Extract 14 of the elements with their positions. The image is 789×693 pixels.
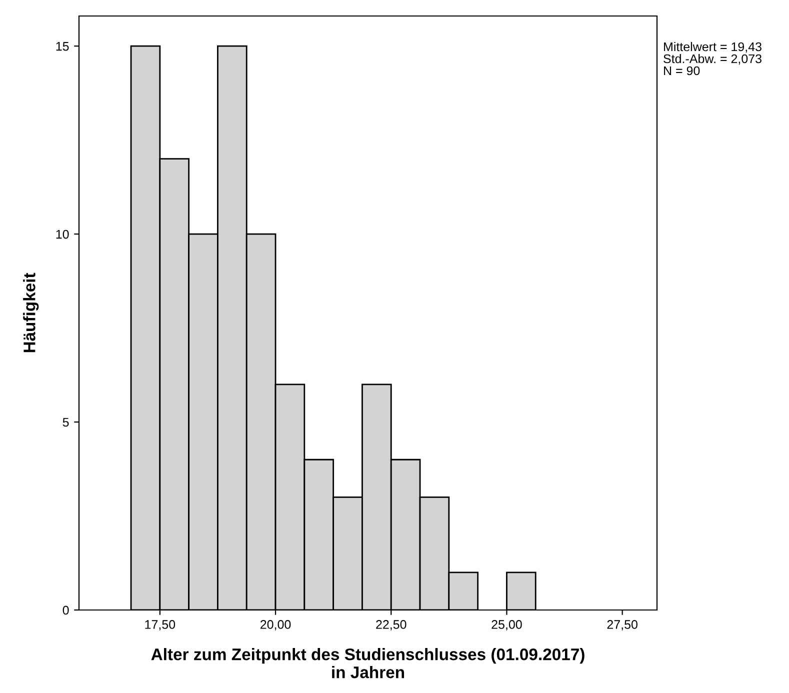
x-axis-title: Alter zum Zeitpunkt des Studienschlusses (01.09.2017) in Jahren	[151, 648, 584, 678]
y-tick-label: 5	[62, 418, 69, 427]
x-tick-label: 17,50	[145, 620, 176, 630]
x-tick-label: 20,00	[260, 620, 291, 630]
text: N = 90	[664, 66, 700, 76]
y-tick-label: 10	[56, 230, 69, 239]
x-tick-label: 22,50	[376, 620, 406, 630]
x-tick-label: 27,50	[607, 620, 638, 630]
text: Mittelwert = 19,43	[664, 42, 762, 53]
y-tick-label: 15	[56, 42, 69, 51]
text: Std.-Abw. = 2,073	[664, 54, 762, 65]
y-axis-title: Häufigkeit	[23, 272, 39, 352]
x-tick-label: 25,00	[492, 620, 522, 630]
y-tick-label: 0	[62, 606, 69, 615]
